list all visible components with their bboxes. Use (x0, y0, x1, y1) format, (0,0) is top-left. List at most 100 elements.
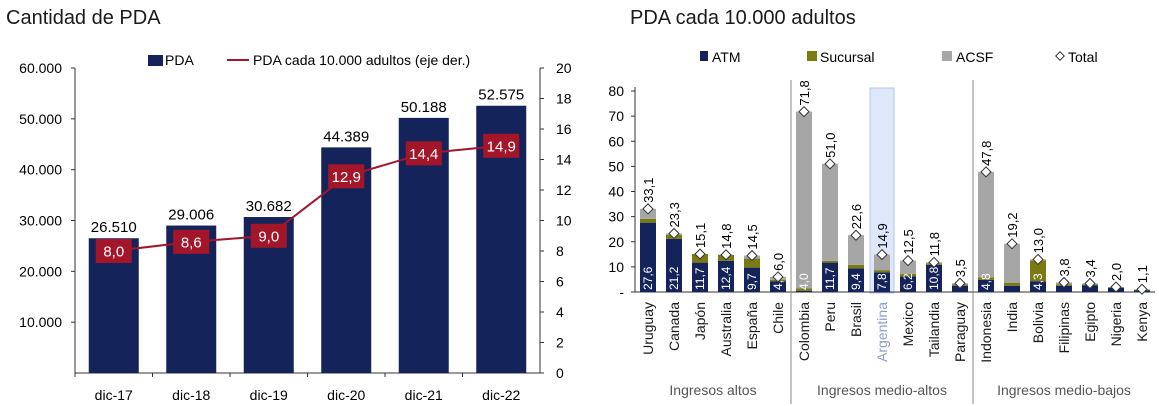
legend-sucursal-swatch (807, 51, 817, 61)
atm-value-label: 7,8 (875, 273, 889, 290)
right-y-tick-label: 4 (556, 304, 564, 320)
pda-bar-value-label: 50.188 (401, 99, 447, 116)
total-marker (694, 248, 706, 260)
total-value-label: 14,8 (719, 224, 734, 249)
atm-bar-segment (744, 267, 760, 292)
x-tick-label: dic-18 (172, 387, 210, 403)
legend-sucursal-label: Sucursal (820, 49, 874, 65)
total-marker (980, 166, 992, 178)
y-tick-label: 70 (608, 108, 624, 124)
group-label: Ingresos altos (669, 382, 756, 398)
acsf-bar-segment (978, 171, 994, 278)
acsf-bar-segment (796, 111, 812, 289)
category-label: Brasil (848, 302, 864, 337)
total-value-label: 14,5 (745, 224, 760, 249)
total-marker (1006, 238, 1018, 250)
adults-ratio-label-box (483, 133, 520, 158)
atm-value-label: 11,7 (693, 267, 707, 290)
category-label: Kenya (1134, 302, 1150, 342)
total-marker (668, 227, 680, 240)
atm-bar-segment (1056, 285, 1072, 292)
category-label: India (1004, 302, 1020, 333)
sucursal-bar-segment (978, 277, 994, 280)
total-value-label: 3,4 (1083, 259, 1098, 277)
category-label: Chile (770, 302, 786, 334)
adults-ratio-label: 12,9 (332, 169, 361, 186)
total-value-label: 33,1 (641, 178, 656, 203)
adults-ratio-label-box (328, 164, 365, 189)
atm-value-label: 9,4 (849, 273, 863, 290)
legend-total-swatch (1055, 51, 1065, 61)
total-value-label: 1,1 (1135, 265, 1150, 283)
y-tick-label: 50 (608, 158, 624, 174)
category-label: Mexico (900, 302, 916, 347)
total-value-label: 14,9 (875, 223, 890, 248)
pda-bar-value-label: 29.006 (168, 207, 214, 224)
sucursal-bar-segment (796, 288, 812, 291)
category-label: Nigeria (1108, 302, 1124, 347)
category-label: Filipinas (1056, 302, 1072, 353)
atm-bar-segment (848, 268, 864, 292)
atm-bar-segment (1004, 285, 1020, 292)
right-chart-title: PDA cada 10.000 adultos (630, 7, 856, 29)
adults-ratio-label: 9,0 (258, 228, 279, 245)
total-value-label: 3,8 (1057, 258, 1072, 276)
total-value-label: 51,0 (823, 133, 838, 158)
left-chart-title: Cantidad de PDA (6, 7, 161, 29)
atm-value-label: 4,8 (979, 273, 993, 290)
total-marker (642, 203, 654, 215)
category-label: Paraguay (952, 302, 968, 362)
y-tick-label: - (619, 284, 624, 300)
atm-bar-segment (926, 264, 942, 292)
category-label: Peru (822, 302, 838, 332)
adults-ratio-label-box (405, 141, 442, 166)
adults-ratio-label: 14,9 (487, 138, 516, 155)
x-tick-label: dic-22 (482, 387, 520, 403)
atm-bar-segment (978, 279, 994, 292)
total-value-label: 11,8 (927, 232, 942, 256)
category-label: Colombia (796, 302, 812, 361)
adults-ratio-label: 8,6 (181, 234, 202, 251)
total-marker (824, 158, 836, 170)
x-tick-label: dic-21 (405, 387, 443, 403)
atm-bar-segment (1030, 281, 1046, 292)
adults-ratio-label: 14,4 (409, 146, 438, 163)
y-tick-label: 40 (608, 184, 624, 200)
total-value-label: 13,0 (1031, 228, 1046, 253)
total-value-label: 22,6 (849, 204, 864, 229)
right-y-tick-label: 2 (556, 335, 564, 351)
total-marker (954, 277, 966, 289)
right-y-tick-label: 16 (556, 121, 572, 137)
left-y-tick-label: 20.000 (19, 263, 62, 279)
category-label: Japón (692, 302, 708, 340)
left-y-tick-label: 60.000 (19, 60, 62, 76)
y-tick-label: 20 (608, 234, 624, 250)
total-marker (928, 256, 940, 269)
sucursal-bar-segment (822, 260, 838, 263)
category-label: Indonesia (978, 302, 994, 363)
legend-atm-label: ATM (712, 49, 741, 65)
x-tick-label: dic-17 (95, 387, 133, 403)
y-tick-label: 80 (608, 83, 624, 99)
legend-pda-swatch (148, 55, 163, 66)
atm-value-label: 27,6 (641, 266, 655, 290)
category-label: Tailandia (926, 302, 942, 357)
sucursal-bar-segment (744, 258, 760, 268)
total-value-label: 15,1 (693, 223, 708, 248)
right-y-tick-label: 6 (556, 274, 564, 290)
pda-bar-value-label: 52.575 (478, 87, 524, 104)
sucursal-bar-segment (640, 218, 656, 223)
total-marker (1110, 281, 1122, 293)
category-label: Australia (718, 302, 734, 357)
y-tick-label: 10 (608, 259, 624, 275)
atm-value-label: 21,2 (667, 266, 681, 290)
left-y-tick-label: 30.000 (19, 213, 62, 229)
right-y-tick-label: 20 (556, 60, 572, 76)
legend-acsf-swatch (942, 51, 952, 61)
right-y-tick-label: 10 (556, 213, 572, 229)
category-label: Bolivia (1030, 302, 1046, 343)
atm-bar-segment (822, 262, 838, 292)
x-tick-label: dic-20 (327, 387, 365, 403)
adults-ratio-label-box (250, 223, 287, 248)
atm-value-label: 6,2 (901, 273, 915, 290)
